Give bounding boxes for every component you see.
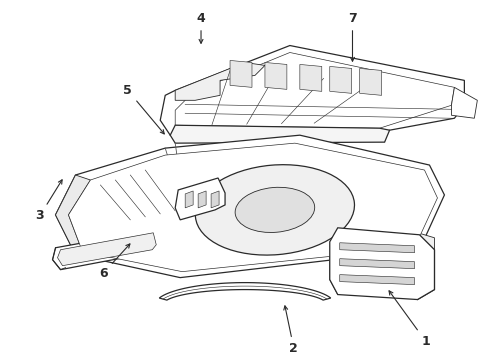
Polygon shape	[340, 259, 415, 269]
Polygon shape	[340, 243, 415, 253]
Text: 1: 1	[389, 291, 430, 348]
Polygon shape	[360, 68, 382, 95]
Polygon shape	[211, 191, 219, 208]
Polygon shape	[55, 175, 91, 255]
Polygon shape	[170, 125, 390, 143]
Polygon shape	[300, 64, 322, 91]
Polygon shape	[57, 233, 156, 266]
Polygon shape	[230, 60, 252, 87]
Polygon shape	[159, 283, 331, 300]
Polygon shape	[175, 178, 225, 220]
Polygon shape	[175, 62, 265, 100]
Polygon shape	[451, 87, 477, 118]
Polygon shape	[330, 228, 435, 300]
Polygon shape	[175, 53, 454, 128]
Text: 4: 4	[196, 12, 205, 43]
Text: 2: 2	[284, 306, 298, 355]
Polygon shape	[265, 62, 287, 89]
Polygon shape	[52, 230, 160, 270]
Polygon shape	[340, 275, 415, 285]
Polygon shape	[69, 143, 438, 272]
Polygon shape	[185, 191, 193, 208]
Polygon shape	[330, 67, 352, 93]
Polygon shape	[415, 232, 435, 250]
Polygon shape	[55, 135, 444, 278]
Polygon shape	[330, 228, 338, 294]
Text: 5: 5	[123, 84, 164, 134]
Text: 7: 7	[348, 12, 357, 61]
Ellipse shape	[196, 165, 354, 255]
Polygon shape	[198, 191, 206, 208]
Ellipse shape	[235, 187, 315, 233]
Text: 6: 6	[99, 244, 130, 280]
Text: 3: 3	[35, 180, 62, 222]
Polygon shape	[160, 45, 465, 140]
